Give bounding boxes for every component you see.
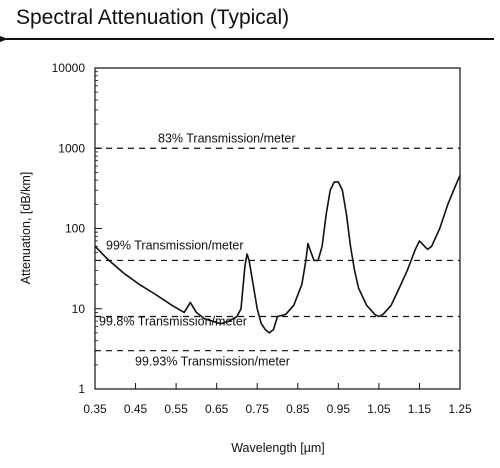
x-tick-label: 0.75 [246,402,270,416]
x-tick-label: 1.25 [448,402,472,416]
reference-labels: 83% Transmission/meter 99% Transmission/m… [99,131,296,368]
x-tick-label: 0.45 [124,402,148,416]
y-tick-label: 10000 [52,61,86,75]
x-tick-label: 0.65 [205,402,229,416]
series-line [94,174,461,334]
page-title: Spectral Attenuation (Typical) [16,6,290,29]
rule-arrow-icon [0,36,8,42]
header-rule [0,36,494,42]
x-axis-ticks: 0.35 0.45 0.55 0.65 0.75 0.85 0.95 1.05 1.15 1.25 [83,383,472,416]
reference-label: 99.93% Transmission/meter [135,355,290,369]
x-tick-label: 1.05 [367,402,391,416]
y-axis-ticks: 1 10 100 1000 10000 [52,61,102,396]
series-layer [94,174,461,334]
y-axis-title: Attenuation, [dB/km] [19,172,33,285]
x-axis-title: Wavelength [µm] [231,441,325,455]
reference-label: 83% Transmission/meter [158,131,296,145]
y-tick-label: 1 [78,382,85,396]
y-tick-label: 1000 [58,141,85,155]
reference-label: 99% Transmission/meter [106,238,244,252]
y-tick-label: 10 [72,302,86,316]
reference-label: 99.8% Transmission/meter [99,315,247,329]
y-tick-label: 100 [65,222,85,236]
x-tick-label: 0.35 [83,402,107,416]
plot-frame [94,67,461,390]
reference-lines [95,147,460,352]
x-tick-label: 0.85 [286,402,310,416]
x-tick-label: 0.95 [327,402,351,416]
x-tick-label: 0.55 [164,402,188,416]
x-tick-label: 1.15 [408,402,432,416]
